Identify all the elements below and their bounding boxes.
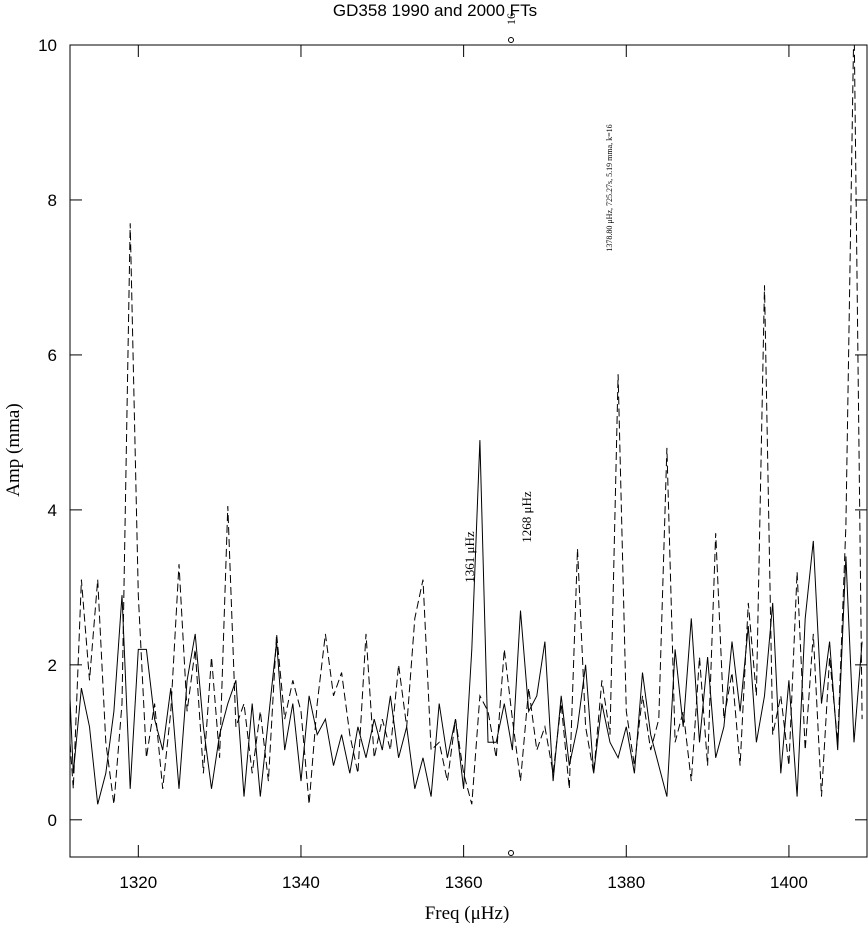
x-tick-label: 1380 <box>607 873 645 892</box>
series-line <box>70 440 863 805</box>
series-line <box>70 45 863 805</box>
x-tick-label: 1400 <box>770 873 808 892</box>
plot-frame <box>69 44 868 858</box>
x-tick-label: 1340 <box>282 873 320 892</box>
y-axis-label: Amp (mma) <box>3 403 24 496</box>
marker <box>508 37 514 43</box>
y-tick-label: 0 <box>48 811 57 830</box>
y-tick-label: 4 <box>48 501 57 520</box>
annotation: 1378.80 μHz, 725.27s, 5.19 mma, k=16 <box>605 124 614 251</box>
y-tick-label: 6 <box>48 346 57 365</box>
x-axis-label: Freq (μHz) <box>425 903 510 924</box>
marker <box>508 850 514 856</box>
y-tick-label: 2 <box>48 656 57 675</box>
annotation: 16 <box>504 13 518 25</box>
annotation: 1268 μHz <box>519 491 534 543</box>
annotation: 1361 μHz <box>462 531 477 583</box>
x-tick-label: 1360 <box>445 873 483 892</box>
y-tick-label: 10 <box>38 36 57 55</box>
x-tick-label: 1320 <box>119 873 157 892</box>
y-tick-label: 8 <box>48 191 57 210</box>
chart-title: GD358 1990 and 2000 FTs <box>333 1 537 20</box>
